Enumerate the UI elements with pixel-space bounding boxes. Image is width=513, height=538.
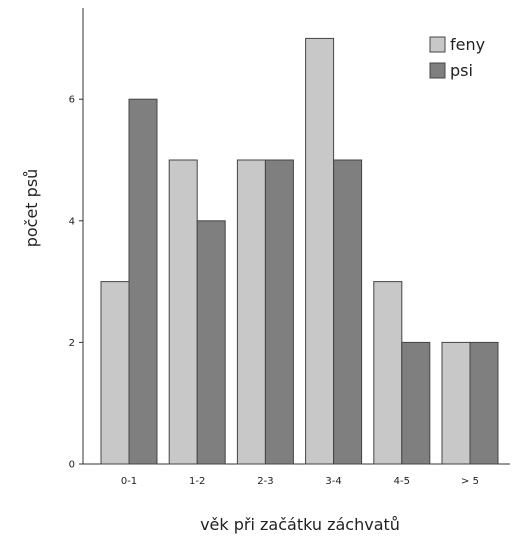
bar-psi-1-2 xyxy=(196,220,226,465)
legend-swatch-psi xyxy=(429,62,446,79)
bar-feny--5 xyxy=(441,341,471,465)
x-ticks: 0-1 1-2 2-3 3-4 4-5 > 5 xyxy=(121,476,479,487)
legend-swatch-feny xyxy=(429,36,446,53)
x-tick-label: > 5 xyxy=(461,476,479,487)
bar-feny-1-2 xyxy=(168,159,198,465)
legend: feny psi xyxy=(429,35,485,80)
y-tick-label: 0 xyxy=(69,460,75,471)
y-tick-label: 2 xyxy=(69,338,75,349)
y-tick-label: 6 xyxy=(69,95,75,106)
bar-psi-4-5 xyxy=(401,341,431,465)
bar-psi-3-4 xyxy=(333,159,363,465)
bar-feny-4-5 xyxy=(373,281,403,465)
bar-psi-2-3 xyxy=(264,159,294,465)
legend-label-feny: feny xyxy=(450,35,485,54)
x-axis-title: věk při začátku záchvatů xyxy=(200,515,400,534)
x-tick-label: 1-2 xyxy=(189,476,205,487)
bar-psi-0-1 xyxy=(128,98,158,465)
legend-label-psi: psi xyxy=(450,61,473,80)
bars xyxy=(100,37,499,465)
y-ticks: 0 2 4 6 xyxy=(69,95,83,471)
bar-feny-3-4 xyxy=(305,37,335,465)
bar-psi--5 xyxy=(469,341,499,465)
y-tick-label: 4 xyxy=(69,216,75,227)
x-tick-label: 3-4 xyxy=(325,476,341,487)
x-tick-label: 2-3 xyxy=(257,476,273,487)
y-axis-title: počet psů xyxy=(22,169,41,248)
bar-feny-0-1 xyxy=(100,281,130,465)
bar-feny-2-3 xyxy=(236,159,266,465)
x-tick-label: 4-5 xyxy=(394,476,410,487)
x-tick-label: 0-1 xyxy=(121,476,137,487)
